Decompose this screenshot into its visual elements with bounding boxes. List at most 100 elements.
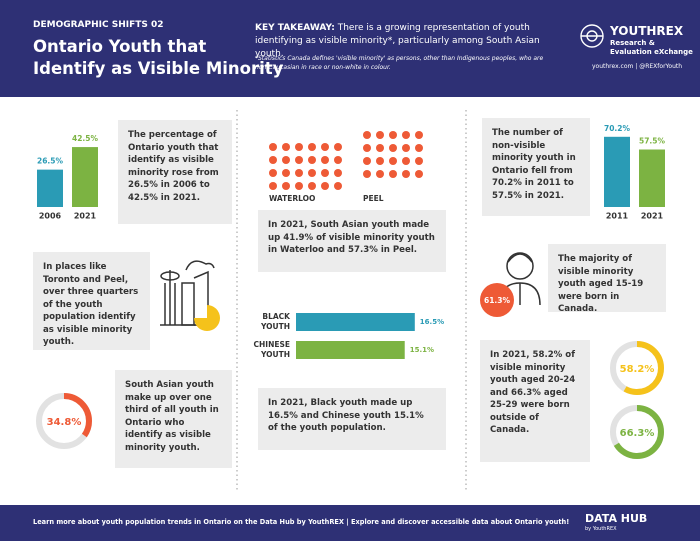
text-box: South Asian youth make up over one third… bbox=[115, 370, 232, 468]
logo-tagline: Research & Evaluation eXchange bbox=[610, 39, 693, 57]
value-label: 15.1% bbox=[410, 346, 434, 354]
text-box: In 2021, Black youth made up 16.5% and C… bbox=[258, 388, 446, 450]
category-label: 2021 bbox=[641, 212, 664, 221]
donut-label: 34.8% bbox=[47, 417, 82, 428]
quarter-icon bbox=[194, 305, 220, 331]
category-label: BLACK bbox=[262, 312, 291, 321]
dot-group bbox=[363, 131, 423, 178]
links: youthrex.com | @REXforYouth bbox=[592, 63, 683, 70]
footer-brand: DATA HUB bbox=[585, 512, 648, 525]
dot bbox=[415, 157, 423, 165]
dot bbox=[415, 170, 423, 178]
value-label: 57.5% bbox=[639, 137, 666, 146]
takeaway-text: There is a growing representation of you… bbox=[255, 23, 540, 59]
bar bbox=[296, 313, 415, 331]
dot bbox=[321, 169, 329, 177]
text-box: The number of non-visible minority youth… bbox=[482, 118, 590, 216]
text-box: The percentage of Ontario youth that ide… bbox=[118, 120, 232, 224]
dot bbox=[269, 156, 277, 164]
tagline-line: Evaluation eXchange bbox=[610, 48, 693, 56]
dot bbox=[334, 169, 342, 177]
dot bbox=[308, 182, 316, 190]
donut-label: 58.2% bbox=[620, 364, 655, 375]
takeaway: KEY TAKEAWAY: There is a growing represe… bbox=[255, 22, 555, 61]
footer-brand-sub: by YouthREX bbox=[585, 526, 617, 532]
bar bbox=[37, 169, 63, 207]
dot bbox=[402, 144, 410, 152]
footer-text: Learn more about youth population trends… bbox=[33, 518, 570, 526]
dot bbox=[282, 169, 290, 177]
dot bbox=[376, 157, 384, 165]
dot bbox=[402, 170, 410, 178]
dot bbox=[295, 156, 303, 164]
category-label: 2006 bbox=[39, 212, 62, 221]
dot bbox=[308, 169, 316, 177]
city-icon bbox=[160, 260, 215, 326]
dot bbox=[363, 144, 371, 152]
dot bbox=[269, 143, 277, 151]
dot bbox=[376, 131, 384, 139]
dot bbox=[363, 157, 371, 165]
dot bbox=[282, 143, 290, 151]
takeaway-label: KEY TAKEAWAY: bbox=[255, 23, 335, 33]
region-label: WATERLOO bbox=[269, 194, 315, 203]
kicker: DEMOGRAPHIC SHIFTS 02 bbox=[33, 20, 164, 30]
dot bbox=[269, 182, 277, 190]
value-label: 26.5% bbox=[37, 157, 64, 166]
value-label: 70.2% bbox=[604, 124, 631, 133]
value-label: 16.5% bbox=[420, 318, 444, 326]
dot bbox=[363, 170, 371, 178]
dot bbox=[308, 156, 316, 164]
dot bbox=[415, 131, 423, 139]
title-line: Ontario Youth that bbox=[33, 37, 207, 56]
donut-arc bbox=[36, 393, 92, 449]
dot bbox=[308, 143, 316, 151]
dot bbox=[282, 156, 290, 164]
footnote: *Statistics Canada defines 'visible mino… bbox=[255, 55, 544, 71]
text-box: In places like Toronto and Peel, over th… bbox=[33, 252, 150, 350]
dot bbox=[295, 182, 303, 190]
bar bbox=[604, 136, 630, 207]
dot bbox=[295, 169, 303, 177]
dot bbox=[321, 156, 329, 164]
category-label: 2021 bbox=[74, 212, 97, 221]
donut-label: 66.3% bbox=[620, 428, 655, 439]
text-box: The majority of visible minority youth a… bbox=[548, 244, 666, 314]
category-label: YOUTH bbox=[260, 350, 290, 359]
logo-name: YOUTHREX bbox=[610, 24, 684, 38]
circle-label: 61.3% bbox=[484, 296, 511, 305]
category-label: CHINESE bbox=[254, 340, 291, 349]
value-label: 42.5% bbox=[72, 134, 99, 143]
dot bbox=[389, 157, 397, 165]
title: Ontario Youth that Identify as Visible M… bbox=[33, 36, 283, 80]
tagline-line: Research & bbox=[610, 39, 655, 47]
dot bbox=[269, 169, 277, 177]
dot bbox=[389, 144, 397, 152]
dot bbox=[389, 170, 397, 178]
dot bbox=[334, 156, 342, 164]
dot bbox=[334, 143, 342, 151]
dot bbox=[334, 182, 342, 190]
dot bbox=[415, 144, 423, 152]
dot bbox=[282, 182, 290, 190]
dot-group bbox=[269, 143, 342, 190]
dot bbox=[295, 143, 303, 151]
category-label: 2011 bbox=[606, 212, 629, 221]
text-box: In 2021, South Asian youth made up 41.9%… bbox=[258, 210, 446, 272]
header-band bbox=[0, 0, 700, 97]
dot bbox=[402, 131, 410, 139]
category-label: YOUTH bbox=[260, 322, 290, 331]
dot bbox=[389, 131, 397, 139]
dot bbox=[321, 143, 329, 151]
bar bbox=[296, 341, 405, 359]
title-line: Identify as Visible Minority bbox=[33, 59, 284, 78]
dot bbox=[363, 131, 371, 139]
text-box: In 2021, 58.2% of visible minority youth… bbox=[480, 340, 590, 462]
bar bbox=[72, 147, 98, 207]
logo-icon bbox=[580, 24, 604, 48]
dot bbox=[402, 157, 410, 165]
donut-arc bbox=[610, 405, 664, 459]
footer-band bbox=[0, 505, 700, 541]
